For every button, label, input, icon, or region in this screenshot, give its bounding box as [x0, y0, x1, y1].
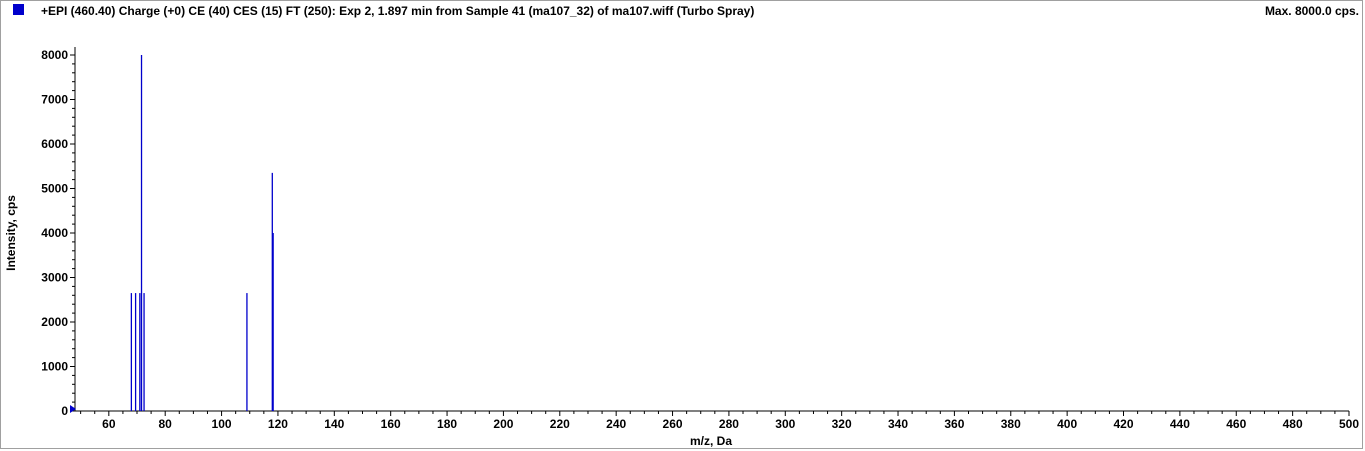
x-tick-label: 200 [493, 417, 513, 431]
y-axis-ticks: 0 1000 2000 3000 4000 5000 6000 7000 8000 [41, 48, 75, 418]
x-tick-label: 440 [1170, 417, 1190, 431]
x-tick-label: 120 [268, 417, 288, 431]
x-tick-label: 140 [324, 417, 344, 431]
series-swatch-icon [13, 4, 24, 15]
y-axis-title: Intensity, cps [4, 195, 18, 271]
x-tick-label: 220 [550, 417, 570, 431]
y-tick-label: 2000 [41, 315, 68, 329]
y-tick-label: 8000 [41, 48, 68, 62]
origin-marker-icon [70, 405, 76, 413]
x-tick-label: 380 [1001, 417, 1021, 431]
x-tick-label: 300 [775, 417, 795, 431]
y-tick-label: 5000 [41, 182, 68, 196]
x-tick-label: 480 [1283, 417, 1303, 431]
x-tick-label: 500 [1339, 417, 1359, 431]
spectrum-peaks [130, 55, 274, 411]
x-tick-label: 360 [944, 417, 964, 431]
x-tick-label: 60 [102, 417, 116, 431]
x-tick-label: 280 [719, 417, 739, 431]
y-tick-label: 6000 [41, 137, 68, 151]
x-tick-label: 80 [159, 417, 173, 431]
x-tick-label: 320 [832, 417, 852, 431]
x-tick-label: 260 [663, 417, 683, 431]
x-axis-ticks: 60 80 100 120 140 160 180 200 220 240 260 280 300 320… [80, 411, 1359, 431]
axes [74, 47, 1349, 412]
y-tick-label: 3000 [41, 271, 68, 285]
y-tick-label: 0 [61, 404, 68, 418]
x-axis-title: m/z, Da [690, 434, 732, 448]
x-tick-label: 160 [381, 417, 401, 431]
y-tick-label: 1000 [41, 360, 68, 374]
max-intensity-label: Max. 8000.0 cps. [1264, 4, 1359, 18]
y-tick-label: 4000 [41, 226, 68, 240]
x-tick-label: 100 [212, 417, 232, 431]
x-tick-label: 240 [606, 417, 626, 431]
x-tick-label: 180 [437, 417, 457, 431]
x-tick-label: 400 [1057, 417, 1077, 431]
chart-title: +EPI (460.40) Charge (+0) CE (40) CES (1… [41, 4, 755, 18]
x-tick-label: 420 [1113, 417, 1133, 431]
x-tick-label: 460 [1226, 417, 1246, 431]
y-tick-label: 7000 [41, 93, 68, 107]
chart-header: +EPI (460.40) Charge (+0) CE (40) CES (1… [0, 0, 1365, 26]
x-tick-label: 340 [888, 417, 908, 431]
